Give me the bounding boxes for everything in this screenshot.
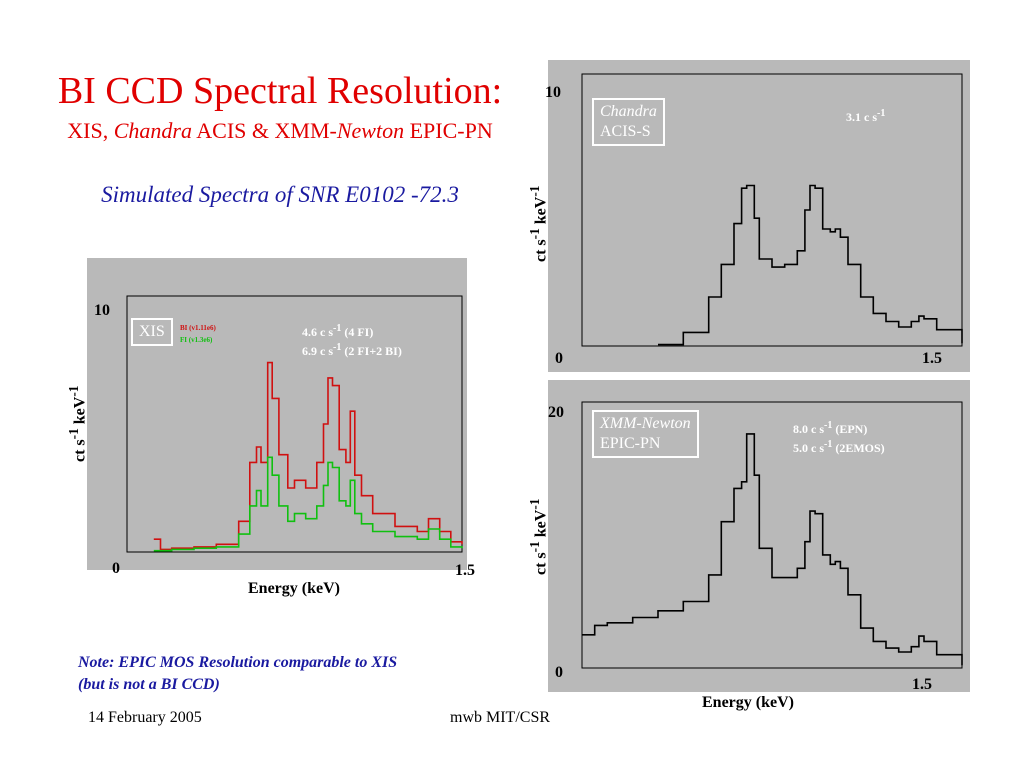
xis-box-label: XIS [131,318,173,346]
xis-xtick-max: 1.5 [455,562,475,579]
chandra-ytick-zero: 0 [555,350,563,367]
xmm-xtick-max: 1.5 [912,676,932,693]
chandra-series-line-0 [658,184,963,346]
chandra-plot-frame [581,73,963,347]
chandra-plot-panel: Chandra ACIS-S 3.1 c s-1 [548,60,970,372]
xis-legend-fi: FI (v1.3e6) [180,336,213,344]
note-text: Note: EPIC MOS Resolution comparable to … [78,654,398,693]
section-heading: Simulated Spectra of SNR E0102 -72.3 [101,182,459,207]
chandra-y-axis-label: ct s-1 keV-1 [527,185,550,262]
xis-ytick-zero: 0 [112,560,120,577]
footer-date: 14 February 2005 [88,709,202,726]
xis-ytick-top: 10 [94,302,110,319]
xis-y-axis-label: ct s-1 keV-1 [66,385,89,462]
xmm-spectrum-chart [581,401,963,669]
slide-subtitle: XIS, Chandra ACIS & XMM-Newton EPIC-PN [67,118,493,143]
xmm-series-line-0 [582,433,963,666]
chandra-rate-label: 3.1 c s-1 [846,108,886,124]
chandra-ytick-top: 10 [545,84,561,101]
slide-title: BI CCD Spectral Resolution: [57,70,503,112]
xis-rate-label: 4.6 c s-1 (4 FI) 6.9 c s-1 (2 FI+2 BI) [302,323,402,358]
xis-series-line-0 [153,361,463,551]
xmm-plot-panel: XMM-Newton EPIC-PN 8.0 c s-1 (EPN) 5.0 c… [548,380,970,692]
xis-legend-bi: BI (v1.11e6) [180,324,216,332]
xmm-box-label: XMM-Newton EPIC-PN [592,410,699,458]
xmm-ytick-top: 20 [548,404,564,421]
xmm-rate-label: 8.0 c s-1 (EPN) 5.0 c s-1 (2EMOS) [793,420,885,455]
chandra-spectrum-chart [581,73,963,347]
xmm-x-axis-label: Energy (keV) [702,694,794,711]
chandra-xtick-max: 1.5 [922,350,942,367]
chandra-box-label: Chandra ACIS-S [592,98,665,146]
xmm-plot-frame [581,401,963,669]
xis-series-line-1 [153,456,463,552]
xis-plot-panel: XIS BI (v1.11e6) FI (v1.3e6) 4.6 c s-1 (… [87,258,467,570]
footer-author: mwb MIT/CSR [450,709,551,726]
xmm-y-axis-label: ct s-1 keV-1 [527,498,550,575]
xis-plot-frame [126,295,463,553]
xmm-ytick-zero: 0 [555,664,563,681]
xis-spectrum-chart [126,295,463,553]
xis-x-axis-label: Energy (keV) [248,580,340,597]
